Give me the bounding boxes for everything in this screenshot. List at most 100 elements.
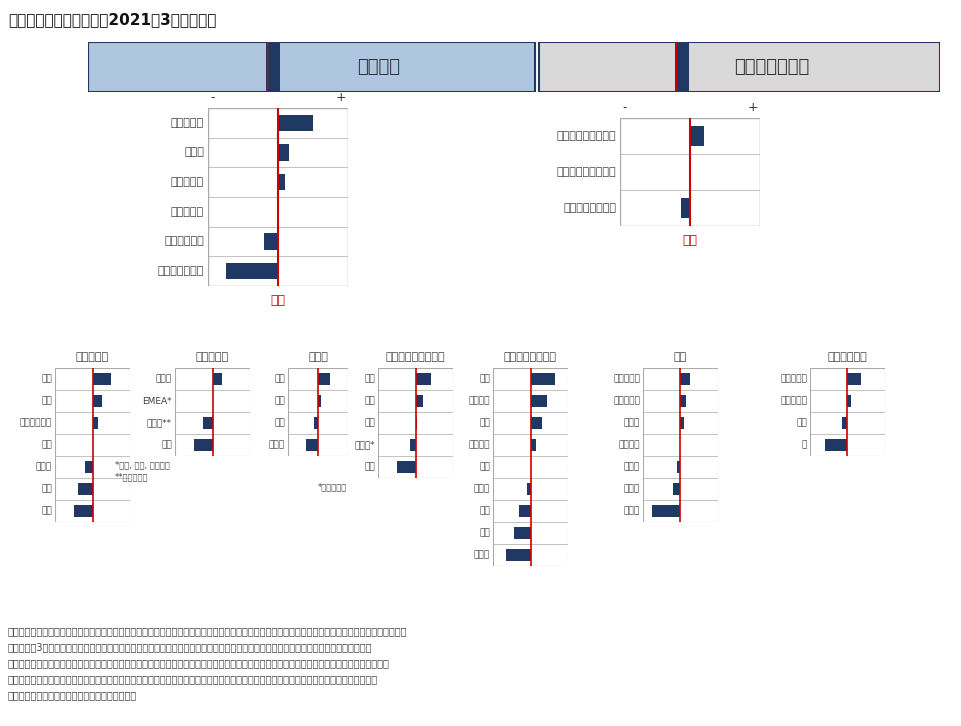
Bar: [225, 263, 278, 280]
Text: 日本: 日本: [41, 375, 52, 383]
Text: 工業用金属: 工業用金属: [779, 375, 806, 383]
Text: ドイツ: ドイツ: [474, 484, 489, 494]
Text: -: -: [622, 101, 626, 114]
Bar: [415, 395, 423, 407]
Text: 中立: 中立: [270, 294, 285, 307]
Bar: [266, 42, 280, 92]
Bar: [505, 549, 530, 561]
Text: ワークは　3　つの段階の分析に分かれています。スコアは、各資産に対する同チームの相対的見方（各資産が属する資産クラスの他の資: ワークは 3 つの段階の分析に分かれています。スコアは、各資産に対する同チームの…: [8, 642, 372, 652]
Text: -: -: [209, 91, 214, 104]
Text: 金: 金: [801, 441, 806, 449]
Text: 英国: 英国: [41, 441, 52, 449]
Text: 豪州: 豪州: [479, 462, 489, 471]
Text: 米ドル: 米ドル: [624, 462, 639, 471]
Text: +: +: [335, 91, 346, 104]
Text: アジア*: アジア*: [354, 441, 375, 449]
Text: 新興国株式: 新興国株式: [196, 352, 229, 362]
Text: 先進国ソブリン債: 先進国ソブリン債: [562, 203, 615, 213]
Bar: [530, 439, 535, 451]
Bar: [409, 439, 415, 451]
Text: コモディティ: コモディティ: [826, 352, 867, 362]
Text: *欧州, 中東, アフリカ: *欧州, 中東, アフリカ: [115, 460, 169, 469]
Bar: [313, 417, 318, 429]
Text: 中南米: 中南米: [156, 375, 172, 383]
Bar: [263, 233, 278, 250]
Text: インフラ投資: インフラ投資: [164, 237, 204, 247]
Text: 米国: 米国: [364, 462, 375, 471]
Text: 通貨: 通貨: [673, 352, 686, 362]
Text: +: +: [747, 101, 757, 114]
Text: ディフェンシブ: ディフェンシブ: [733, 58, 808, 76]
Text: カナダドル: カナダドル: [612, 396, 639, 406]
Bar: [527, 483, 530, 495]
Text: 中国: 中国: [161, 441, 172, 449]
Bar: [673, 483, 679, 495]
Bar: [306, 439, 318, 451]
Text: EMEA*: EMEA*: [142, 396, 172, 406]
Bar: [519, 505, 530, 517]
Bar: [212, 373, 222, 385]
Bar: [538, 42, 939, 92]
Text: 農業: 農業: [796, 418, 806, 428]
Text: 資産クラスの選好順位（2021年3月末時点）: 資産クラスの選好順位（2021年3月末時点）: [8, 12, 216, 28]
Text: 米国: 米国: [41, 507, 52, 515]
Text: 豪州: 豪州: [364, 375, 375, 383]
Bar: [847, 395, 850, 407]
Text: 助言に該当するものではありません。セクターや経済、市況トレンドに関する予見、予測または予想は、それらの将来の状況またはパフォー: 助言に該当するものではありません。セクターや経済、市況トレンドに関する予見、予測…: [8, 674, 378, 684]
Bar: [679, 417, 683, 429]
Text: **中国を除く: **中国を除く: [115, 472, 148, 481]
Bar: [652, 505, 679, 517]
Text: 英国: 英国: [479, 529, 489, 537]
Text: シンガポール: シンガポール: [20, 418, 52, 428]
Bar: [689, 126, 703, 146]
Bar: [679, 373, 689, 385]
Bar: [676, 461, 679, 473]
Bar: [92, 395, 102, 407]
Bar: [318, 395, 321, 407]
Bar: [278, 174, 284, 190]
Text: 米国: 米国: [479, 507, 489, 515]
Text: 産対比）を表しています。各資産クラス内のスコアは、コモディティを除き、平均すると中立となります。これらは投資リサーチまたは投資推奨: 産対比）を表しています。各資産クラス内のスコアは、コモディティを除き、平均すると…: [8, 658, 389, 668]
Text: リート: リート: [184, 147, 204, 158]
Text: グロース: グロース: [357, 58, 400, 76]
Text: 投資適格クレジット: 投資適格クレジット: [385, 352, 445, 362]
Bar: [679, 395, 685, 407]
Bar: [87, 42, 534, 92]
Text: 英ポンド: 英ポンド: [618, 441, 639, 449]
Bar: [825, 439, 847, 451]
Text: 先進国株式: 先進国株式: [171, 177, 204, 187]
Text: イタリア: イタリア: [468, 396, 489, 406]
Text: ユーロ: ユーロ: [624, 484, 639, 494]
Bar: [74, 505, 92, 517]
Bar: [78, 483, 92, 495]
Text: エネルギー: エネルギー: [779, 396, 806, 406]
Bar: [92, 373, 111, 385]
Bar: [415, 373, 431, 385]
Text: 欧州: 欧州: [274, 418, 284, 428]
Text: リート: リート: [308, 352, 328, 362]
Bar: [278, 144, 288, 160]
Text: 中国: 中国: [479, 375, 489, 383]
Bar: [530, 373, 554, 385]
Text: インフレヘッジ資産: インフレヘッジ資産: [555, 131, 615, 141]
Text: 米国: 米国: [274, 375, 284, 383]
Bar: [680, 198, 689, 218]
Text: 日本: 日本: [274, 396, 284, 406]
Text: マンスを必ずしも示唆するものではありません。: マンスを必ずしも示唆するものではありません。: [8, 690, 137, 700]
Bar: [675, 42, 688, 92]
Text: ハイイールド債: ハイイールド債: [158, 266, 204, 276]
Bar: [513, 527, 530, 539]
Text: 投資適格クレジット: 投資適格クレジット: [555, 167, 615, 177]
Bar: [278, 115, 312, 131]
Text: 先進国株式: 先進国株式: [76, 352, 109, 362]
Text: 新興国株式: 新興国株式: [171, 118, 204, 128]
Text: フランス: フランス: [468, 441, 489, 449]
Bar: [415, 417, 417, 429]
Text: 欧州: 欧州: [364, 396, 375, 406]
Bar: [318, 373, 330, 385]
Bar: [841, 417, 847, 429]
Text: アジア: アジア: [268, 441, 284, 449]
Text: カナダ: カナダ: [36, 462, 52, 471]
Text: 日本円: 日本円: [624, 507, 639, 515]
Text: 新興国債券: 新興国債券: [171, 207, 204, 217]
